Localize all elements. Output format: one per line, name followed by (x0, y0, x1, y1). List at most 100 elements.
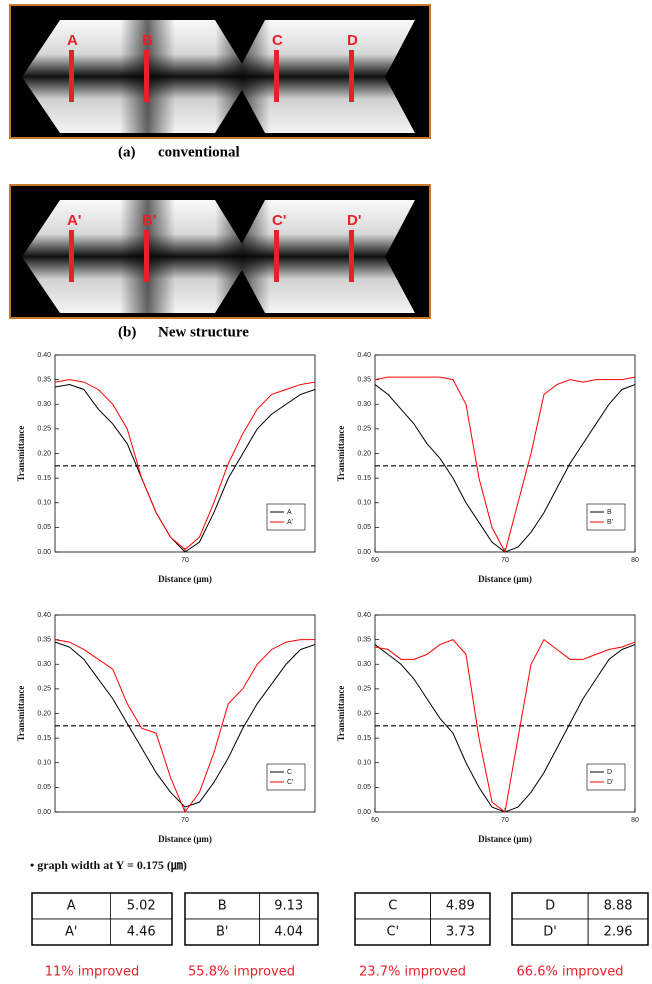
x-axis-label: Distance (μm) (478, 834, 532, 844)
caption-label: (b) (118, 324, 136, 340)
legend-label: C (287, 769, 292, 776)
cell-value: 2.96 (604, 925, 633, 940)
marker-label: D (347, 32, 358, 49)
series-line (54, 641, 316, 808)
y-tick-label: 0.35 (357, 636, 371, 643)
legend-label: B' (607, 519, 613, 526)
legend-label: A (287, 509, 292, 516)
x-tick-label: 70 (181, 557, 189, 564)
y-tick-label: 0.05 (357, 524, 371, 531)
caption: New structure (158, 324, 249, 340)
y-tick-label: 0.10 (37, 500, 51, 507)
caption-label: (a) (118, 144, 136, 160)
legend-label: A' (287, 519, 293, 526)
waveguide-right (235, 20, 415, 133)
y-tick-label: 0.25 (37, 686, 51, 693)
y-tick-label: 0.00 (37, 549, 51, 556)
marker-label: A (67, 32, 78, 49)
legend (586, 503, 626, 531)
note: • graph width at Y = 0.175 (㎛) (30, 858, 187, 872)
marker-bar (69, 230, 74, 282)
x-axis-label: Distance (μm) (158, 834, 212, 844)
cell-label: C' (386, 925, 399, 940)
y-tick-label: 0.00 (357, 809, 371, 816)
y-tick-label: 0.35 (37, 376, 51, 383)
x-axis-label: Distance (μm) (478, 574, 532, 584)
cell-value: 4.04 (274, 925, 303, 940)
line-chart: 0.00 0.05 0.10 0.15 0.20 0.25 0.30 0.35 0.40 60 70… (336, 612, 639, 844)
series-line (54, 384, 316, 553)
table-border (184, 892, 319, 946)
marker-bar (144, 230, 149, 282)
legend-label: D' (607, 779, 613, 786)
marker-bar (349, 50, 354, 102)
y-tick-label: 0.35 (357, 376, 371, 383)
y-tick-label: 0.40 (357, 352, 371, 359)
y-tick-label: 0.05 (37, 524, 51, 531)
legend (266, 763, 306, 791)
marker-bar (144, 50, 149, 102)
x-tick-label: 80 (631, 557, 639, 564)
width-table: B 9.13 B' 4.04 55.8% improved (184, 892, 319, 980)
table-cell (259, 892, 319, 920)
y-tick-label: 0.20 (357, 450, 371, 457)
y-tick-label: 0.25 (357, 426, 371, 433)
cell-label: C (388, 899, 397, 914)
table-cell (259, 918, 319, 946)
y-tick-label: 0.40 (357, 612, 371, 619)
width-table: D 8.88 D' 2.96 66.6% improved (511, 892, 649, 980)
legend (586, 763, 626, 791)
cell-label: B (218, 899, 227, 914)
y-tick-label: 0.20 (357, 710, 371, 717)
series-line (374, 376, 636, 554)
x-axis-label: Distance (μm) (158, 574, 212, 584)
figure-image: A B C D (9, 4, 431, 139)
cell-label: D (545, 899, 555, 914)
marker-label: B (142, 32, 153, 49)
marker-bar (69, 50, 74, 102)
width-table: C 4.89 C' 3.73 23.7% improved (354, 892, 491, 980)
table-cell (184, 918, 260, 946)
cell-value: 5.02 (127, 899, 156, 914)
table-border (31, 892, 173, 946)
legend-label: C' (287, 779, 293, 786)
y-tick-label: 0.00 (357, 549, 371, 556)
y-tick-label: 0.30 (357, 661, 371, 668)
y-tick-label: 0.00 (37, 809, 51, 816)
marker-label: D' (347, 212, 361, 229)
improvement: 23.7% improved (359, 965, 466, 980)
y-tick-label: 0.40 (37, 352, 51, 359)
table-cell (110, 892, 173, 920)
y-tick-label: 0.05 (37, 784, 51, 791)
marker-label: C (272, 32, 283, 49)
y-tick-label: 0.10 (37, 760, 51, 767)
y-tick-label: 0.15 (37, 735, 51, 742)
cell-label: A (67, 899, 76, 914)
table-border (354, 892, 491, 946)
table-border (511, 892, 649, 946)
y-tick-label: 0.10 (357, 760, 371, 767)
y-tick-label: 0.05 (357, 784, 371, 791)
legend (266, 503, 306, 531)
x-tick-label: 60 (371, 557, 379, 564)
x-tick-label: 70 (501, 817, 509, 824)
y-tick-label: 0.15 (357, 475, 371, 482)
y-tick-label: 0.15 (37, 475, 51, 482)
marker-label: B' (142, 212, 156, 229)
cell-value: 9.13 (274, 899, 303, 914)
marker-bar (349, 230, 354, 282)
improvement: 55.8% improved (188, 965, 295, 980)
y-axis-label: Transmittance (336, 426, 346, 482)
legend-label: B (607, 509, 612, 516)
caption: conventional (158, 144, 240, 160)
y-tick-label: 0.30 (37, 401, 51, 408)
cell-value: 3.73 (446, 925, 475, 940)
y-tick-label: 0.15 (357, 735, 371, 742)
table-cell (511, 892, 589, 920)
cell-value: 4.89 (446, 899, 475, 914)
marker-label: C' (272, 212, 286, 229)
table-cell (430, 892, 491, 920)
series-line (54, 639, 315, 814)
marker-bar (274, 50, 279, 102)
